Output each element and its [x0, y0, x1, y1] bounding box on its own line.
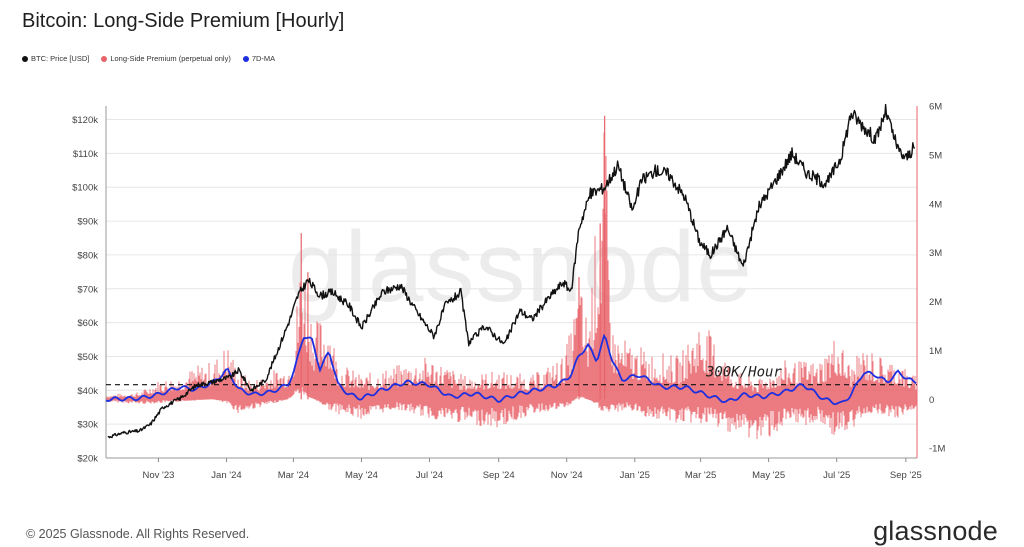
y-right-tick-label: 3M: [929, 248, 942, 259]
y-left-tick-label: $40k: [77, 386, 98, 397]
legend-item-ma[interactable]: 7D-MA: [242, 54, 276, 63]
legend-swatch-premium: [101, 55, 108, 62]
copyright-footer: © 2025 Glassnode. All Rights Reserved.: [26, 527, 250, 541]
y-right-tick-label: 1M: [929, 346, 942, 357]
legend-item-premium[interactable]: Long-Side Premium (perpetual only): [101, 54, 231, 63]
legend: BTC: Price [USD] Long-Side Premium (perp…: [22, 54, 275, 63]
x-tick-label: Mar '25: [685, 470, 716, 481]
x-tick-label: Sep '25: [890, 470, 922, 481]
y-right-tick-label: 6M: [929, 102, 942, 113]
legend-label-price: BTC: Price [USD]: [31, 54, 90, 63]
x-tick-label: Jan '25: [620, 470, 650, 481]
y-left-tick-label: $90k: [77, 217, 98, 228]
legend-label-ma: 7D-MA: [251, 54, 276, 63]
x-tick-label: Mar '24: [278, 470, 309, 481]
legend-label-premium: Long-Side Premium (perpetual only): [110, 54, 231, 63]
x-tick-label: Sep '24: [483, 470, 515, 481]
x-tick-label: Jul '24: [416, 470, 443, 481]
legend-swatch-price: [22, 55, 28, 62]
x-tick-label: Nov '24: [551, 470, 583, 481]
y-right-tick-label: 4M: [929, 199, 942, 210]
y-left-tick-label: $70k: [77, 284, 98, 295]
y-left-tick-label: $120k: [72, 115, 98, 126]
ma-line: [105, 333, 917, 405]
price-line: [107, 103, 916, 439]
y-left-tick-label: $50k: [77, 352, 98, 363]
y-right-tick-label: 2M: [929, 297, 942, 308]
y-right-tick-label: -1M: [929, 444, 945, 455]
x-tick-label: Jul '25: [823, 470, 850, 481]
y-left-tick-label: $20k: [77, 454, 98, 465]
x-tick-label: May '24: [345, 470, 378, 481]
legend-swatch-ma: [242, 55, 249, 62]
legend-item-price[interactable]: BTC: Price [USD]: [22, 54, 89, 63]
y-left-tick-label: $80k: [77, 250, 98, 261]
premium-bars: [106, 115, 917, 439]
y-right-tick-label: 5M: [929, 150, 942, 161]
x-tick-label: Nov '23: [142, 470, 174, 481]
x-tick-label: Jan '24: [211, 470, 241, 481]
y-left-tick-label: $30k: [77, 420, 98, 431]
y-left-tick-label: $100k: [72, 183, 98, 194]
threshold-label: 300K/Hour: [705, 365, 782, 381]
brand-logo: glassnode: [873, 516, 998, 546]
y-left-tick-label: $110k: [73, 149, 98, 160]
x-tick-label: May '25: [752, 470, 785, 481]
y-right-tick-label: 0: [929, 395, 934, 406]
y-left-tick-label: $60k: [77, 318, 98, 329]
chart-title: Bitcoin: Long-Side Premium [Hourly]: [22, 10, 345, 32]
